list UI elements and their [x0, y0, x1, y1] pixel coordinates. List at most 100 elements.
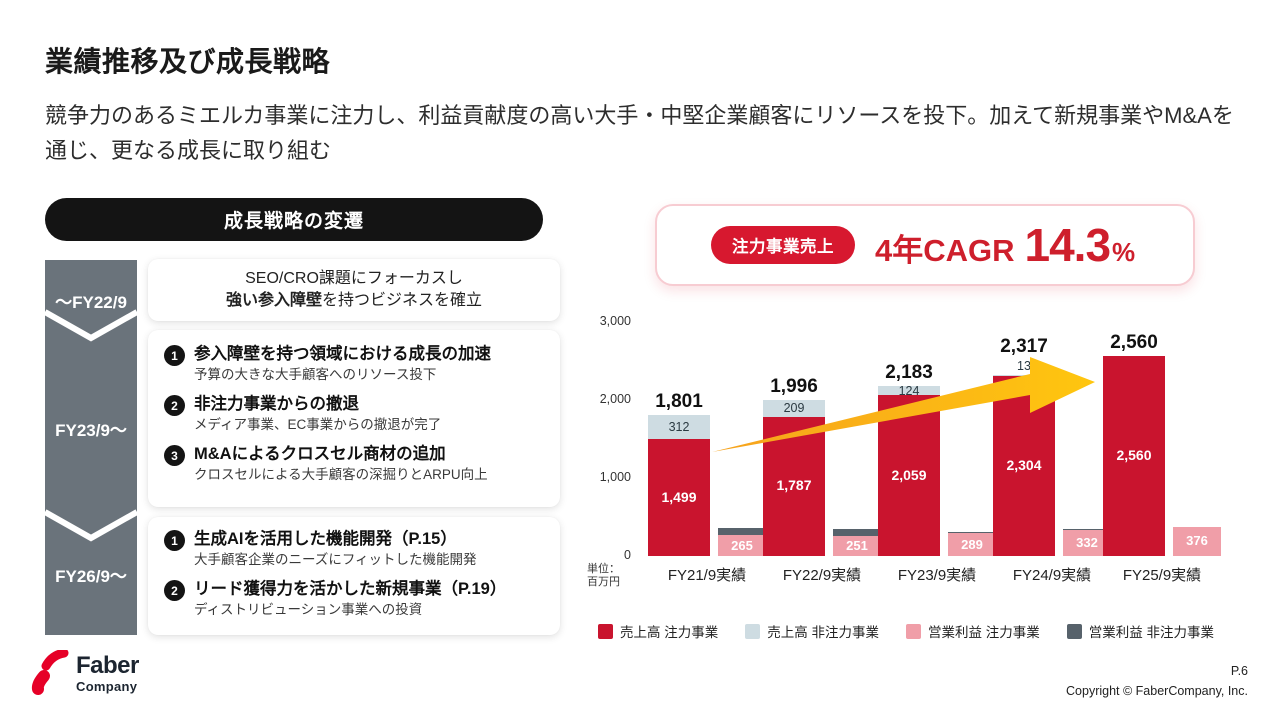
bar-value-profit-focus: 376: [1186, 533, 1208, 549]
strategy-item-desc: 予算の大きな大手顧客へのリソース投下: [194, 367, 437, 382]
bar-value-sales-nonfocus: 13: [1017, 359, 1031, 374]
logo-text-company: Company: [76, 678, 138, 694]
strategy-card-line2-bold: 強い参入障壁: [225, 292, 322, 309]
focus-business-sales-pill: 注力事業売上: [711, 226, 855, 264]
number-1-icon: 1: [164, 530, 185, 551]
axis-unit-line1: 単位：: [587, 563, 620, 575]
bar-value-sales-focus: 1,499: [661, 488, 697, 505]
y-axis-tick: 1,000: [599, 470, 631, 484]
bar-value-profit-focus: 251: [846, 538, 868, 554]
bar-sales-nonfocus: [993, 375, 1055, 377]
y-axis-tick: 3,000: [599, 314, 631, 328]
chart-legend: 売上高 注力事業 売上高 非注力事業 営業利益 注力事業 営業利益 非注力事業: [598, 621, 1214, 641]
bar-profit-nonfocus: [948, 531, 996, 534]
strategy-item: 1 生成AIを活用した機能開発（P.15） 大手顧客企業のニーズにフィットした機…: [164, 528, 544, 569]
number-2-icon: 2: [164, 395, 185, 416]
legend-swatch-icon: [1066, 623, 1082, 639]
legend-item: 売上高 非注力事業: [745, 621, 879, 641]
bar-value-profit-focus: 265: [731, 537, 753, 553]
bar-value-profit-focus: 332: [1076, 535, 1098, 551]
axis-unit-line2: 百万円: [587, 576, 620, 588]
bar-value-profit-focus: 289: [961, 536, 983, 552]
bar-profit-focus: [833, 536, 881, 556]
bar-total-label: 2,317: [1000, 336, 1048, 358]
bar-total-label: 1,801: [655, 390, 703, 412]
x-axis-label: FY23/9実績: [897, 567, 977, 584]
strategy-header-pill: 成長戦略の変遷: [45, 198, 543, 241]
strategy-item-title: 非注力事業からの撤退: [194, 395, 359, 413]
strategy-item-title: M&Aによるクロスセル商材の追加: [194, 445, 446, 463]
legend-label: 売上高 非注力事業: [767, 625, 880, 640]
legend-item: 営業利益 注力事業: [906, 621, 1040, 641]
axis-unit-label: 単位： 百万円: [587, 563, 620, 589]
bar-profit-focus: [948, 533, 996, 556]
legend-label: 営業利益 非注力事業: [1088, 625, 1215, 640]
x-axis-label: FY22/9実績: [782, 567, 862, 584]
legend-item: 営業利益 非注力事業: [1066, 621, 1215, 641]
page-title: 業績推移及び成長戦略: [45, 46, 331, 77]
cagr-badge-card: 注力事業売上 4年CAGR 14.3 %: [655, 204, 1195, 286]
slide-subtitle: 競争力のあるミエルカ事業に注力し、利益貢献度の高い大手・中堅企業顧客にリソースを…: [45, 103, 1234, 163]
timeline-chevron-column: [45, 260, 137, 635]
faber-logo-mark-icon: [31, 650, 69, 695]
y-axis-tick: 2,000: [599, 392, 631, 406]
bar-value-sales-nonfocus: 209: [783, 401, 805, 416]
strategy-item: 2 リード獲得力を活かした新規事業（P.19） ディストリビューション事業への投…: [164, 578, 544, 619]
bar-value-sales-nonfocus: 124: [898, 383, 920, 398]
strategy-item: 2 非注力事業からの撤退 メディア事業、EC事業からの撤退が完了: [164, 393, 544, 434]
bar-profit-nonfocus: [1063, 528, 1111, 531]
bar-value-sales-focus: 2,304: [1006, 457, 1042, 474]
revenue-profit-bar-chart: 単位： 百万円 0 1,000 2,000 3,000 1,499 312 1,801 265…: [585, 300, 1245, 590]
bar-total-label: 2,183: [885, 361, 933, 383]
strategy-item-desc: メディア事業、EC事業からの撤退が完了: [194, 417, 442, 432]
timeline-period-fy23: FY23/9～: [55, 421, 127, 440]
logo-text-faber: Faber: [76, 651, 139, 679]
bar-sales-focus: [1103, 356, 1165, 556]
cagr-unit: %: [1112, 237, 1136, 267]
number-1-icon: 1: [164, 345, 185, 366]
legend-swatch-icon: [745, 623, 761, 639]
cagr-prefix: 4年CAGR: [875, 233, 1015, 268]
strategy-item-title: 生成AIを活用した機能開発（P.15）: [194, 530, 457, 548]
strategy-card-fy22: SEO/CRO課題にフォーカスし 強い参入障壁を持つビジネスを確立: [148, 259, 560, 321]
timeline-period-fy22: ～FY22/9: [55, 293, 127, 312]
strategy-card-fy26: 1 生成AIを活用した機能開発（P.15） 大手顧客企業のニーズにフィットした機…: [148, 517, 560, 635]
legend-swatch-icon: [598, 623, 613, 639]
bar-value-sales-focus: 1,787: [776, 477, 812, 494]
faber-company-logo: Faber Company: [28, 650, 139, 696]
strategy-item-desc: ディストリビューション事業への投資: [194, 602, 423, 617]
bar-sales-focus: [648, 439, 710, 556]
cagr-text: 4年CAGR 14.3 %: [875, 218, 1135, 272]
strategy-card-line1: SEO/CRO課題にフォーカスし: [245, 270, 463, 287]
legend-label: 営業利益 注力事業: [928, 625, 1040, 640]
copyright-text: Copyright © FaberCompany, Inc.: [1066, 684, 1248, 698]
number-3-icon: 3: [164, 445, 185, 466]
bar-total-label: 1,996: [770, 376, 818, 398]
strategy-card-line2: 強い参入障壁を持つビジネスを確立: [226, 290, 482, 312]
strategy-item: 1 参入障壁を持つ領域における成長の加速 予算の大きな大手顧客へのリソース投下: [164, 343, 544, 384]
strategy-card-line2-rest: を持つビジネスを確立: [322, 292, 483, 309]
x-axis-label: FY24/9実績: [1012, 567, 1092, 584]
strategy-item-desc: クロスセルによる大手顧客の深掘りとARPU向上: [194, 467, 488, 482]
strategy-header-label: 成長戦略の変遷: [223, 211, 364, 232]
x-axis-label: FY21/9実績: [667, 567, 747, 584]
strategy-item-title: リード獲得力を活かした新規事業（P.19）: [194, 580, 507, 598]
y-axis-tick: 0: [624, 548, 631, 562]
bar-sales-nonfocus: [648, 414, 710, 440]
x-axis-label: FY25/9実績: [1122, 567, 1202, 584]
bar-profit-nonfocus: [718, 528, 766, 536]
cagr-value: 14.3: [1024, 219, 1112, 271]
page-number: P.6: [1230, 664, 1248, 678]
strategy-item-title: 参入障壁を持つ領域における成長の加速: [194, 345, 491, 363]
bar-value-sales-nonfocus: 312: [668, 419, 690, 434]
number-2-icon: 2: [164, 580, 185, 601]
legend-item: 売上高 注力事業: [598, 621, 718, 641]
chevron-divider-icon: [45, 309, 137, 342]
bar-value-sales-focus: 2,059: [891, 466, 927, 483]
legend-label: 売上高 注力事業: [620, 625, 719, 640]
bar-profit-focus: [718, 535, 766, 556]
legend-swatch-icon: [906, 623, 922, 639]
bar-total-label: 2,560: [1110, 332, 1158, 354]
timeline-period-fy26: FY26/9～: [55, 567, 127, 586]
bar-profit-focus: [1173, 526, 1221, 556]
